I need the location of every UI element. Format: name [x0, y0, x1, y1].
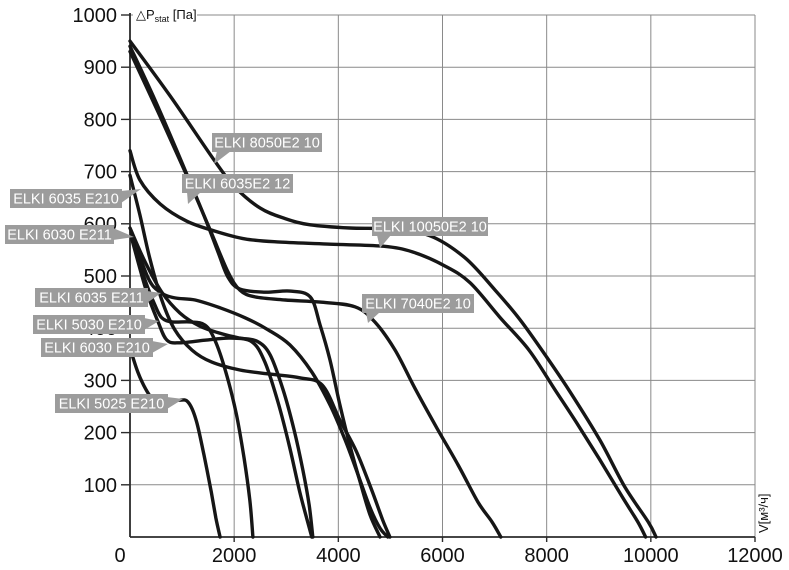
callout-label: ELKI 5025 E210	[59, 397, 165, 413]
x-tick-label-6000: 6000	[420, 545, 465, 567]
callout-ELKI-5030-E210: ELKI 5030 E210	[33, 315, 159, 334]
curve-ELKI-5025-E210	[128, 346, 222, 539]
y-tick-label-700: 700	[84, 162, 117, 184]
y-tick-label-200: 200	[84, 423, 117, 445]
x-tick-label-0: 0	[114, 545, 125, 567]
curve-ELKI-6035-E211	[129, 230, 390, 539]
callout-pointer	[121, 189, 141, 203]
callout-pointer	[187, 192, 201, 204]
callout-label: ELKI 7040E2 10	[365, 297, 471, 313]
callout-ELKI-8050E2-10: ELKI 8050E2 10	[212, 133, 322, 164]
x-tick-label-12000: 12000	[727, 545, 783, 567]
callout-ELKI-10050E2-10: ELKI 10050E2 10	[372, 217, 488, 248]
callout-box	[41, 338, 153, 357]
x-tick-label-10000: 10000	[623, 545, 679, 567]
callout-pointer	[147, 291, 161, 303]
x-tick-label-8000: 8000	[524, 545, 569, 567]
callout-pointer	[113, 228, 134, 240]
callout-ELKI-6030-E211: ELKI 6030 E211	[5, 225, 134, 244]
y-tick-label-100: 100	[84, 475, 117, 497]
y-axis-title: △Pstat [Па]	[133, 6, 197, 24]
curve-callouts: ELKI 8050E2 10 ELKI 6035E2 12 ELKI 10050E2…	[5, 133, 488, 413]
callout-box	[55, 394, 168, 413]
y-tick-label-900: 900	[84, 57, 117, 79]
callout-pointer	[144, 318, 159, 330]
callout-box	[5, 225, 114, 244]
x-tick-label-2000: 2000	[212, 545, 257, 567]
callout-label: ELKI 6035 E210	[13, 192, 119, 208]
callout-pointer	[152, 341, 168, 353]
callout-ELKI-5025-E210: ELKI 5025 E210	[55, 394, 183, 413]
callout-label: ELKI 5030 E210	[36, 318, 142, 334]
y-tick-label-300: 300	[84, 370, 117, 392]
callout-box	[35, 288, 148, 307]
callout-label: ELKI 8050E2 10	[214, 136, 320, 152]
y-tick-label-1000: 1000	[73, 5, 118, 27]
callout-label: ELKI 6030 E210	[44, 341, 150, 357]
callout-pointer	[167, 397, 183, 409]
x-axis-title-text: V[м³/ч]	[756, 493, 771, 533]
callout-pointer	[214, 151, 231, 164]
callout-label: ELKI 6035E2 12	[185, 177, 291, 193]
callout-box	[362, 294, 474, 313]
callout-label: ELKI 10050E2 10	[373, 220, 487, 236]
x-tick-label-4000: 4000	[316, 545, 361, 567]
callout-box	[212, 133, 322, 152]
callout-box	[372, 217, 488, 236]
callout-box	[182, 174, 293, 193]
callout-ELKI-6035-E210: ELKI 6035 E210	[10, 189, 141, 208]
x-tick-labels: 0 2000 4000 6000 8000 10000 12000	[114, 545, 782, 567]
callout-label: ELKI 6030 E211	[7, 228, 112, 244]
curve-ELKI-6030-E210	[130, 238, 314, 539]
callout-ELKI-6035E2-12: ELKI 6035E2 12	[182, 174, 293, 204]
callout-label: ELKI 6035 E211	[39, 291, 144, 307]
callout-pointer	[366, 312, 380, 323]
gridlines	[130, 14, 756, 537]
callout-box	[33, 315, 145, 334]
y-axis-title-text: △Pstat [Па]	[136, 7, 197, 24]
curve-ELKI-7040E2-10	[128, 49, 503, 539]
y-tick-label-500: 500	[84, 266, 117, 288]
callout-box	[10, 189, 122, 208]
y-axis-title-backing	[133, 6, 197, 23]
callout-pointer	[377, 235, 391, 248]
y-tick-label-800: 800	[84, 109, 117, 131]
curve-ELKI-10050E2-10	[128, 149, 648, 539]
callout-ELKI-6035-E211: ELKI 6035 E211	[35, 288, 161, 307]
curve-ELKI-5030-E210	[129, 234, 255, 539]
callout-ELKI-7040E2-10: ELKI 7040E2 10	[362, 294, 474, 323]
callout-ELKI-6030-E210: ELKI 6030 E210	[41, 338, 168, 357]
